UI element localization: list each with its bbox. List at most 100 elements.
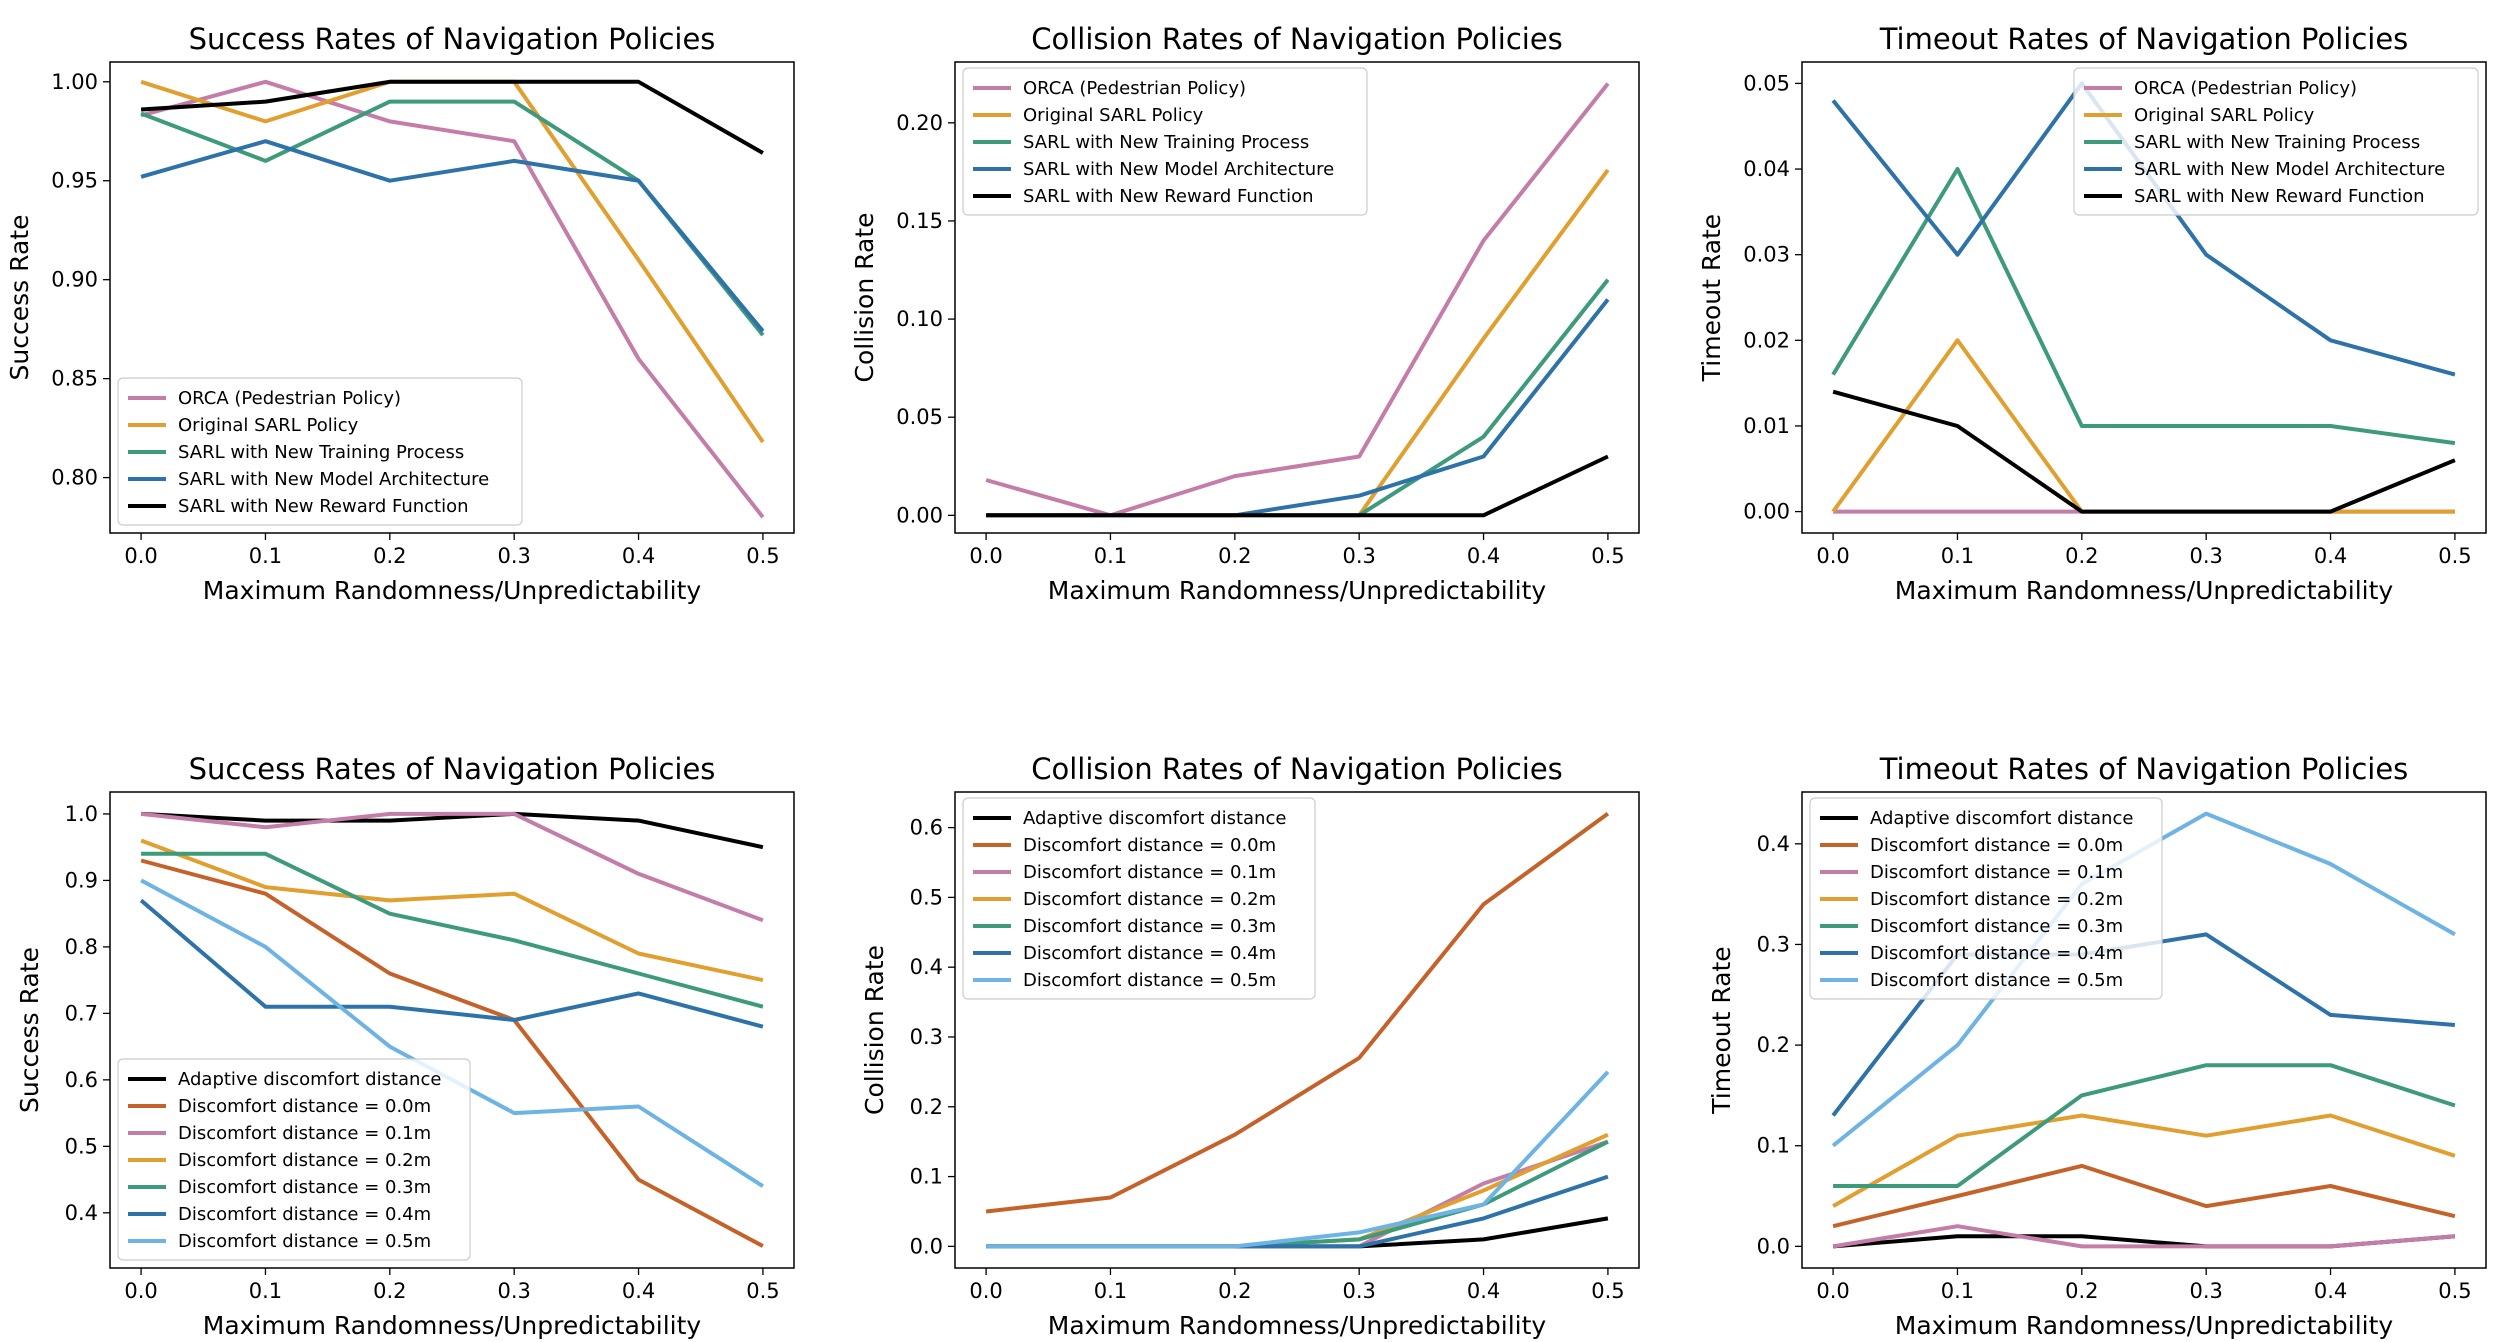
series-line-4 (140, 139, 765, 333)
legend-label: SARL with New Training Process (1023, 132, 1309, 153)
x-tick-label: 0.2 (2065, 1279, 2098, 1303)
x-tick-label: 0.0 (1816, 544, 1849, 568)
legend: Adaptive discomfort distance Discomfort d… (962, 797, 1316, 1000)
series-line-5 (986, 454, 1609, 518)
x-tick-label: 0.1 (1941, 544, 1974, 568)
series-line-1 (140, 811, 764, 850)
x-axis-label: Maximum Randomness/Unpredictability (203, 576, 702, 605)
legend-box (1809, 797, 2163, 1000)
chart-title: Collision Rates of Navigation Policies (1031, 22, 1563, 56)
y-tick-label: 0.0 (910, 1234, 943, 1258)
x-tick-label: 0.4 (1467, 1279, 1500, 1303)
legend: ORCA (Pedestrian Policy) Original SARL Po… (962, 67, 1368, 216)
x-tick-label: 0.0 (969, 1279, 1002, 1303)
chart-5: Collision Rates of Navigation Policies 0.… (860, 752, 1640, 1340)
x-tick-label: 0.4 (622, 1279, 655, 1303)
x-tick-label: 0.3 (497, 544, 530, 568)
x-tick-label: 0.5 (1591, 1279, 1624, 1303)
chart-title: Success Rates of Navigation Policies (189, 752, 716, 786)
x-tick-label: 0.4 (622, 544, 655, 568)
series-line-5 (140, 79, 764, 155)
x-tick-label: 0.3 (497, 1279, 530, 1303)
x-tick-label: 0.2 (373, 544, 406, 568)
legend-label: Discomfort distance = 0.5m (1023, 970, 1276, 991)
x-tick-label: 0.4 (2314, 544, 2347, 568)
legend-label: SARL with New Reward Function (1023, 186, 1314, 207)
series-line-5 (1833, 1063, 2456, 1188)
series-line-6 (139, 898, 764, 1029)
y-tick-label: 0.00 (1743, 500, 1790, 524)
series-line-5 (141, 851, 764, 1009)
y-tick-label: 0.3 (1757, 932, 1790, 956)
legend-label: Original SARL Policy (178, 415, 359, 436)
series-line-3 (1831, 167, 2456, 446)
series-line-2 (1832, 1163, 2456, 1229)
legend-label: SARL with New Reward Function (2134, 186, 2425, 207)
y-tick-label: 1.00 (51, 70, 98, 94)
y-tick-label: 0.1 (910, 1165, 943, 1189)
chart-title: Success Rates of Navigation Policies (189, 22, 716, 56)
legend-label: Discomfort distance = 0.1m (1870, 862, 2123, 883)
x-tick-label: 0.0 (1816, 1279, 1849, 1303)
axes-frame (109, 61, 795, 534)
legend-label: Discomfort distance = 0.0m (178, 1096, 431, 1117)
y-tick-label: 0.5 (910, 885, 943, 909)
y-tick-label: 0.01 (1743, 414, 1790, 438)
chart-2: Collision Rates of Navigation Policies 0.… (850, 22, 1640, 605)
x-tick-label: 0.0 (124, 1279, 157, 1303)
series-line-7 (986, 1070, 1610, 1249)
y-tick-label: 0.1 (1757, 1134, 1790, 1158)
x-tick-label: 0.5 (1591, 544, 1624, 568)
legend-label: SARL with New Reward Function (178, 496, 469, 517)
y-tick-label: 0.9 (65, 868, 98, 892)
y-tick-label: 0.8 (65, 935, 98, 959)
chart-4: Success Rates of Navigation Policies 0.0 0… (15, 752, 795, 1340)
y-tick-label: 0.90 (51, 268, 98, 292)
legend-label: Discomfort distance = 0.0m (1023, 835, 1276, 856)
axes-frame (109, 791, 795, 1269)
x-tick-label: 0.1 (1094, 544, 1127, 568)
legend-label: Discomfort distance = 0.5m (1870, 970, 2123, 991)
y-tick-label: 0.20 (896, 111, 943, 135)
y-tick-label: 0.2 (1757, 1033, 1790, 1057)
chart-title: Collision Rates of Navigation Policies (1031, 752, 1563, 786)
y-tick-label: 0.03 (1743, 243, 1790, 267)
series-line-1 (140, 79, 765, 519)
y-tick-label: 0.6 (910, 816, 943, 840)
legend-label: Discomfort distance = 0.5m (178, 1231, 431, 1252)
x-tick-label: 0.4 (2314, 1279, 2347, 1303)
chart-title: Timeout Rates of Navigation Policies (1879, 22, 2409, 56)
x-tick-label: 0.1 (249, 1279, 282, 1303)
y-tick-label: 0.3 (910, 1025, 943, 1049)
legend-label: SARL with New Training Process (178, 442, 464, 463)
y-axis-label: Success Rate (15, 947, 44, 1113)
x-tick-label: 0.5 (746, 1279, 779, 1303)
series-line-3 (140, 811, 764, 923)
y-tick-label: 0.85 (51, 367, 98, 391)
legend-label: Discomfort distance = 0.3m (1023, 916, 1276, 937)
legend-label: Discomfort distance = 0.0m (1870, 835, 2123, 856)
chart-6: Timeout Rates of Navigation Policies 0.0 0… (1707, 752, 2487, 1340)
series-line-2 (140, 858, 764, 1248)
y-axis-label: Collision Rate (850, 213, 879, 383)
x-tick-label: 0.2 (373, 1279, 406, 1303)
series-line-5 (1832, 389, 2456, 514)
legend-label: Adaptive discomfort distance (1023, 808, 1286, 829)
y-tick-label: 0.7 (65, 1001, 98, 1025)
y-tick-label: 0.02 (1743, 328, 1790, 352)
y-tick-label: 0.00 (896, 503, 943, 527)
x-tick-label: 0.2 (1218, 1279, 1251, 1303)
x-tick-label: 0.5 (746, 544, 779, 568)
legend: Adaptive discomfort distance Discomfort d… (1809, 797, 2163, 1000)
legend-label: Adaptive discomfort distance (1870, 808, 2133, 829)
legend-box (117, 377, 523, 526)
series-line-4 (140, 838, 764, 983)
y-tick-label: 0.6 (65, 1068, 98, 1092)
legend-label: ORCA (Pedestrian Policy) (2134, 78, 2357, 99)
legend-box (962, 797, 1316, 1000)
legend-label: Discomfort distance = 0.3m (178, 1177, 431, 1198)
series-line-2 (985, 811, 1610, 1214)
chart-1: Success Rates of Navigation Policies 0.0 0… (5, 22, 795, 605)
legend: ORCA (Pedestrian Policy) Original SARL Po… (2073, 67, 2479, 216)
